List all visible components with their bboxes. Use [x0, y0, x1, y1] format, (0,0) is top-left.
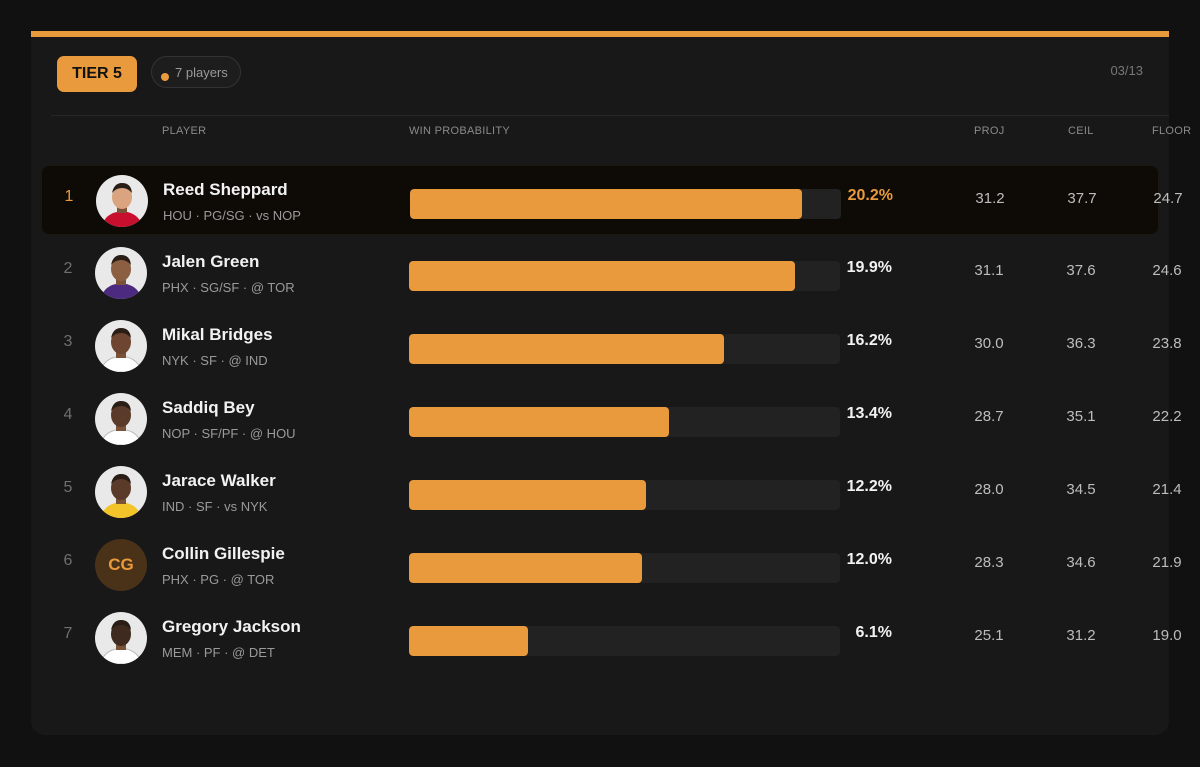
player-avatar — [95, 612, 147, 664]
win-probability-value: 12.0% — [846, 551, 892, 568]
player-name[interactable]: Saddiq Bey — [162, 398, 255, 417]
ceil-value: 37.6 — [1066, 262, 1096, 279]
win-probability-bar — [409, 261, 840, 291]
column-header-player: PLAYER — [162, 125, 207, 137]
player-count-label: 7 players — [175, 65, 228, 80]
ceil-value: 31.2 — [1066, 627, 1096, 644]
player-headshot-icon — [95, 612, 147, 664]
win-probability-value: 20.2% — [847, 187, 893, 204]
win-probability-fill — [409, 334, 724, 364]
player-name[interactable]: Mikal Bridges — [162, 325, 273, 344]
player-headshot-icon — [95, 320, 147, 372]
win-probability-fill — [409, 407, 670, 437]
ceil-value: 35.1 — [1066, 408, 1096, 425]
ceil-value: 37.7 — [1067, 190, 1097, 207]
win-probability-value: 13.4% — [846, 405, 892, 422]
player-rank: 1 — [64, 188, 74, 205]
ceil-value: 34.5 — [1066, 481, 1096, 498]
player-name[interactable]: Jarace Walker — [162, 471, 276, 490]
player-meta: HOU · PG/SG · vs NOP — [163, 208, 301, 223]
win-probability-fill — [409, 261, 796, 291]
player-headshot-icon — [95, 247, 147, 299]
win-probability-fill — [409, 553, 643, 583]
column-header-proj: PROJ — [974, 125, 1005, 137]
player-rank: 4 — [63, 406, 73, 423]
proj-value: 28.7 — [974, 408, 1004, 425]
proj-value: 25.1 — [974, 627, 1004, 644]
player-initials-avatar: CG — [95, 539, 147, 591]
player-name[interactable]: Reed Sheppard — [163, 180, 288, 199]
floor-value: 23.8 — [1152, 335, 1182, 352]
win-probability-value: 12.2% — [846, 478, 892, 495]
player-rank: 2 — [63, 260, 73, 277]
win-probability-value: 16.2% — [846, 332, 892, 349]
player-meta: IND · SF · vs NYK — [162, 499, 268, 514]
player-rank: 7 — [63, 625, 73, 642]
player-meta: PHX · SG/SF · @ TOR — [162, 280, 295, 295]
win-probability-value: 6.1% — [855, 624, 892, 641]
ceil-value: 34.6 — [1066, 554, 1096, 571]
win-probability-bar — [409, 553, 840, 583]
win-probability-bar — [409, 626, 840, 656]
player-row[interactable]: 1 Reed Sheppard HOU · PG/SG · vs NOP 20.… — [41, 165, 1183, 235]
player-avatar — [96, 175, 148, 227]
floor-value: 22.2 — [1152, 408, 1182, 425]
player-name[interactable]: Jalen Green — [162, 252, 260, 271]
player-meta: NOP · SF/PF · @ HOU — [162, 426, 296, 441]
proj-value: 31.2 — [975, 190, 1005, 207]
column-header-win-probability: WIN PROBABILITY — [409, 125, 511, 137]
floor-value: 24.7 — [1153, 190, 1183, 207]
proj-value: 28.3 — [974, 554, 1004, 571]
player-meta: MEM · PF · @ DET — [162, 645, 275, 660]
player-headshot-icon — [95, 466, 147, 518]
header-divider — [51, 115, 1169, 116]
player-count-pill: 7 players — [151, 56, 241, 88]
proj-value: 28.0 — [974, 481, 1004, 498]
player-headshot-icon — [96, 175, 148, 227]
ceil-value: 36.3 — [1066, 335, 1096, 352]
player-avatar — [95, 393, 147, 445]
player-avatar — [95, 466, 147, 518]
player-headshot-icon — [95, 393, 147, 445]
status-dot-icon — [161, 73, 169, 81]
player-meta: PHX · PG · @ TOR — [162, 572, 275, 587]
column-header-ceil: CEIL — [1068, 125, 1094, 137]
win-probability-fill — [409, 626, 528, 656]
column-header-floor: FLOOR — [1152, 125, 1192, 137]
player-name[interactable]: Collin Gillespie — [162, 544, 285, 563]
player-row[interactable]: 5 Jarace Walker IND · SF · vs NYK 12.2% … — [41, 457, 1182, 527]
floor-value: 19.0 — [1152, 627, 1182, 644]
player-row[interactable]: 6 CG Collin Gillespie PHX · PG · @ TOR 12… — [41, 530, 1182, 600]
win-probability-bar — [409, 407, 840, 437]
win-probability-bar — [409, 334, 840, 364]
win-probability-fill — [410, 189, 803, 219]
win-probability-bar — [409, 480, 840, 510]
player-meta: NYK · SF · @ IND — [162, 353, 268, 368]
player-row[interactable]: 7 Gregory Jackson MEM · PF · @ DET 6.1% … — [41, 603, 1182, 673]
proj-value: 31.1 — [974, 262, 1004, 279]
player-row[interactable]: 3 Mikal Bridges NYK · SF · @ IND 16.2% 3… — [41, 311, 1182, 381]
win-probability-value: 19.9% — [846, 259, 892, 276]
player-avatar — [95, 320, 147, 372]
floor-value: 21.9 — [1152, 554, 1182, 571]
player-rank: 3 — [63, 333, 73, 350]
player-row[interactable]: 4 Saddiq Bey NOP · SF/PF · @ HOU 13.4% 2… — [41, 384, 1182, 454]
player-rank: 5 — [63, 479, 73, 496]
win-probability-bar — [410, 189, 841, 219]
player-avatar — [95, 247, 147, 299]
player-name[interactable]: Gregory Jackson — [162, 617, 301, 636]
player-rank: 6 — [63, 552, 73, 569]
win-probability-fill — [409, 480, 647, 510]
floor-value: 24.6 — [1152, 262, 1182, 279]
tier-badge: TIER 5 — [57, 56, 137, 92]
floor-value: 21.4 — [1152, 481, 1182, 498]
player-row[interactable]: 2 Jalen Green PHX · SG/SF · @ TOR 19.9% … — [41, 238, 1182, 308]
tier-card: TIER 5 7 players 03/13 PLAYER WIN PROBAB… — [31, 31, 1191, 735]
proj-value: 30.0 — [974, 335, 1004, 352]
slate-date: 03/13 — [1110, 63, 1143, 78]
